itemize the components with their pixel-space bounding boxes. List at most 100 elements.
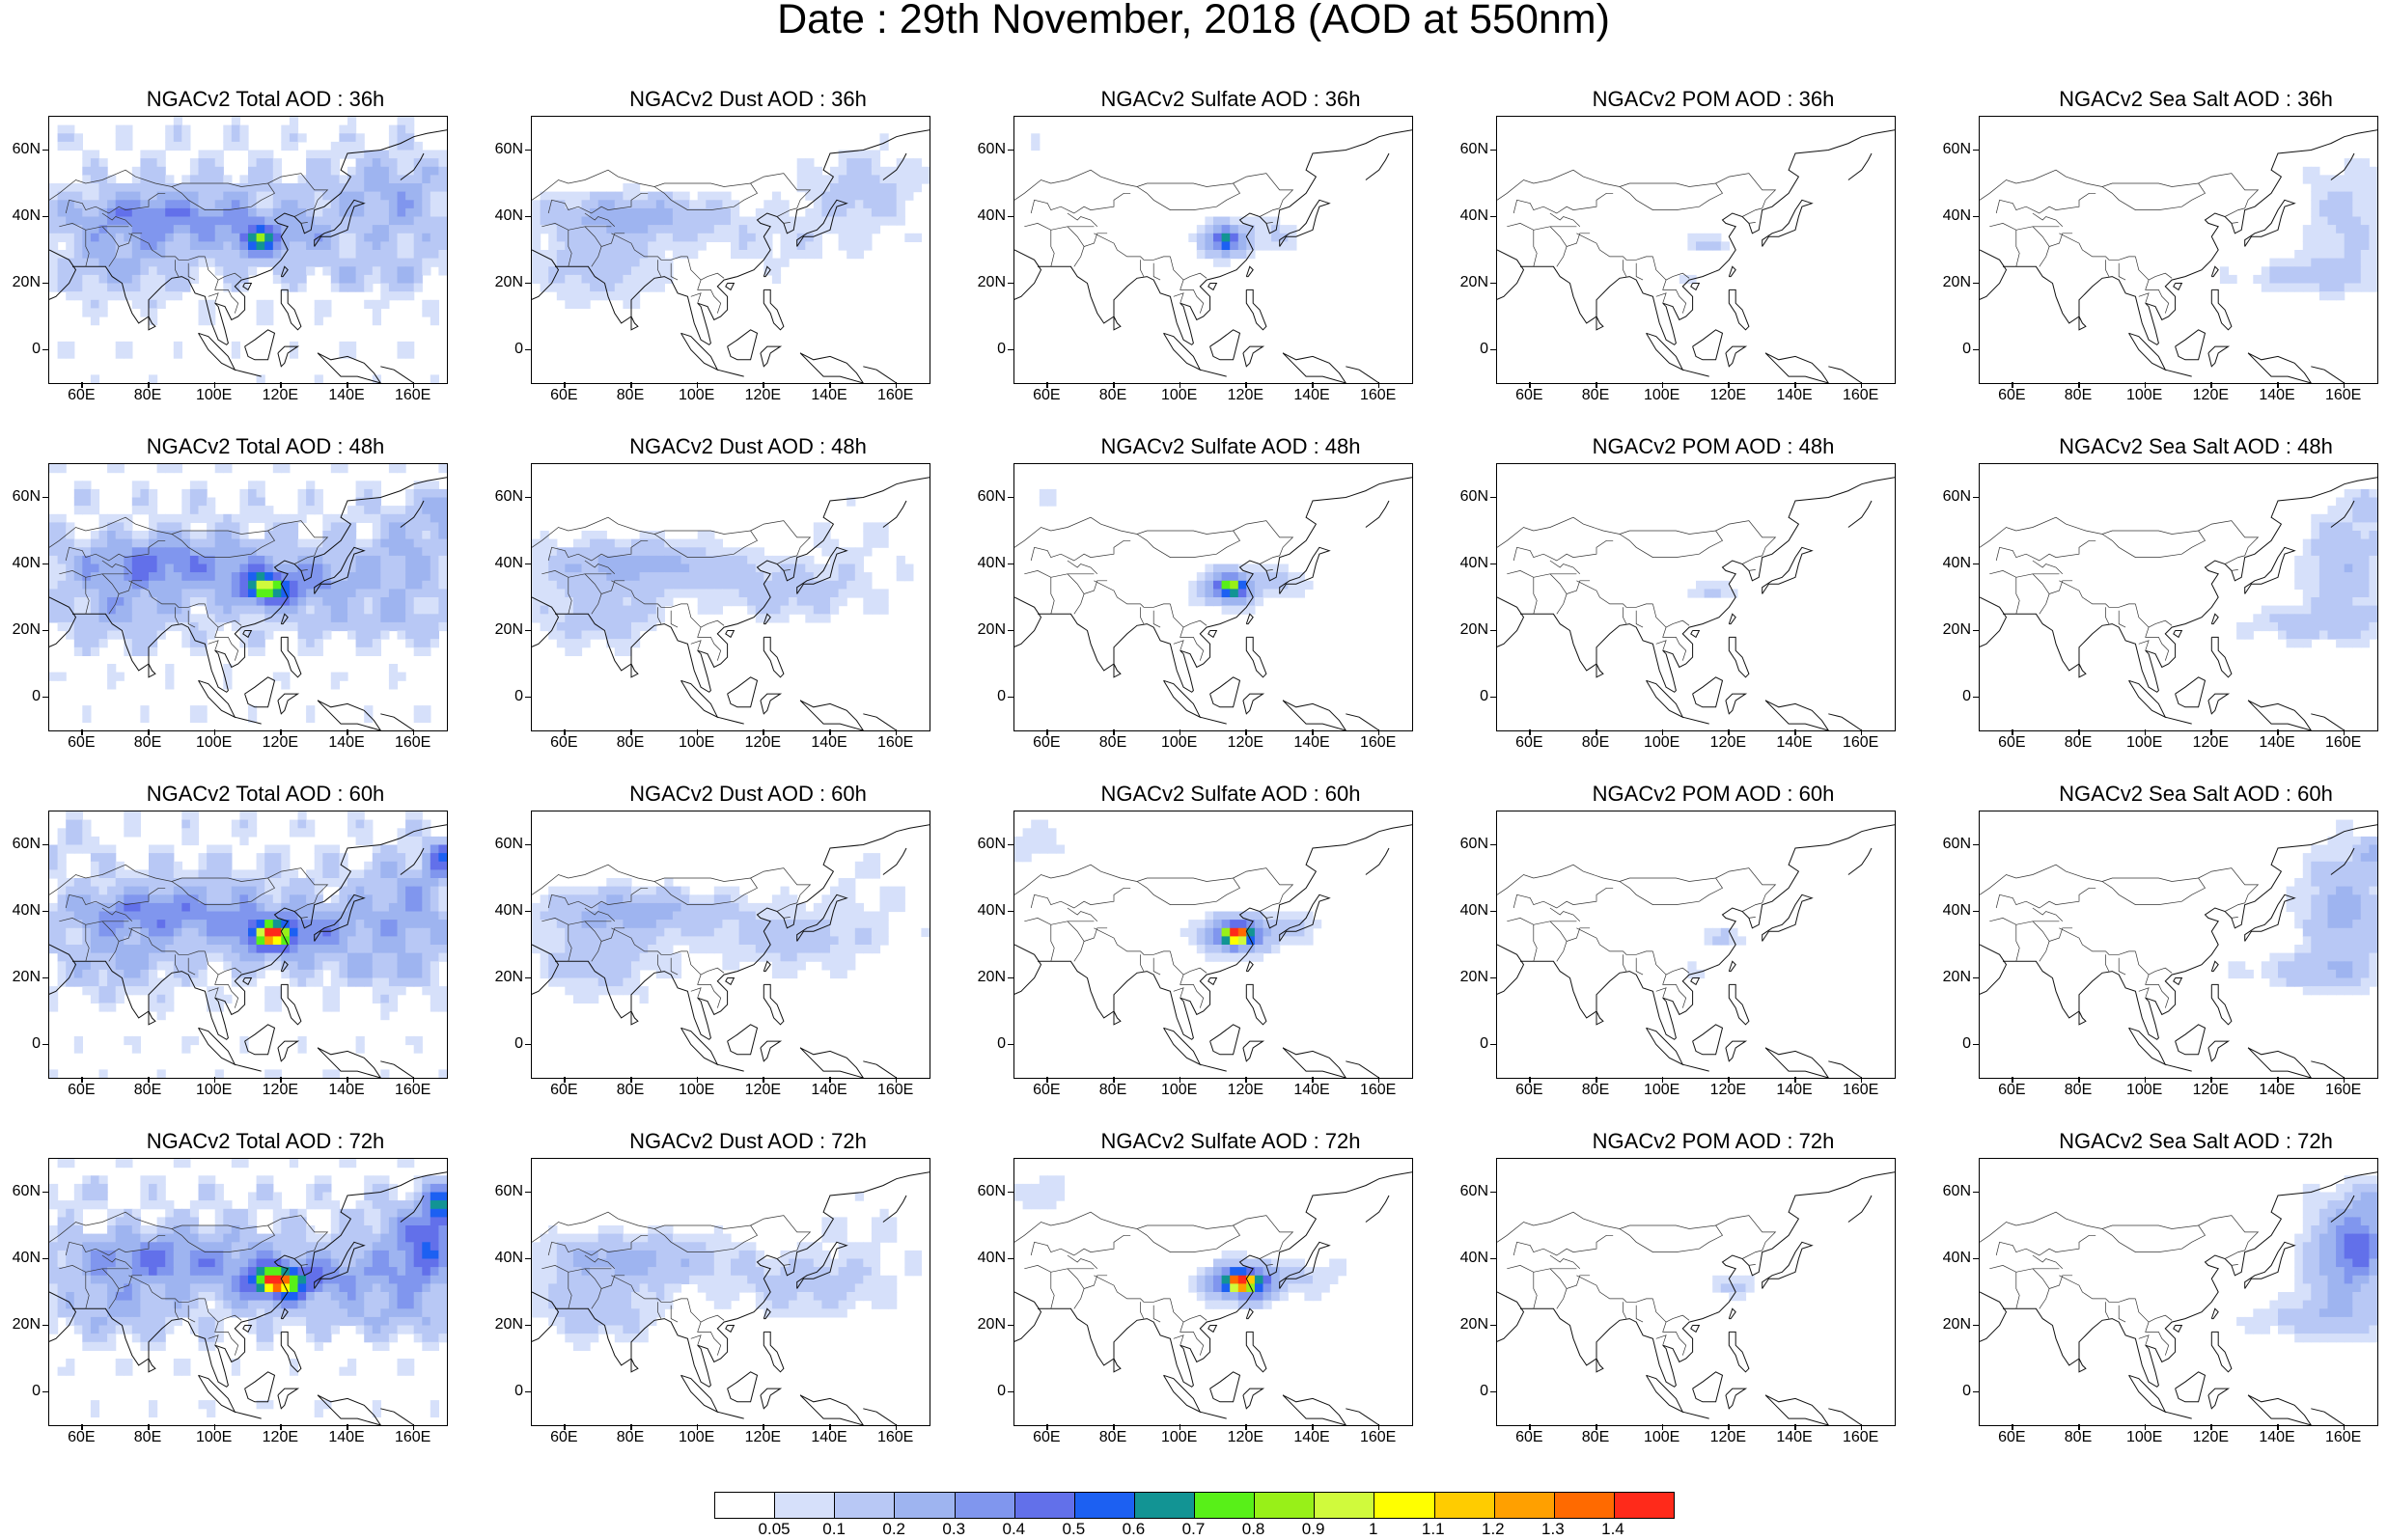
coastline [49, 944, 77, 995]
aod-cell [98, 945, 108, 954]
aod-cell [256, 927, 265, 937]
aod-cell [581, 572, 591, 582]
aod-cell [706, 555, 715, 565]
aod-cell [2327, 589, 2337, 598]
aod-cell [1237, 589, 1247, 598]
aod-cell [430, 531, 439, 540]
aod-cell [2318, 589, 2329, 598]
aod-cell [805, 936, 815, 946]
map-frame [531, 811, 930, 1079]
aod-cell [556, 225, 566, 234]
x-tick-label: 140E [1293, 387, 1330, 403]
aod-cell [838, 902, 847, 913]
aod-cell [330, 977, 340, 987]
aod-cell [73, 894, 83, 904]
aod-cell [124, 621, 133, 632]
y-tick-label: 20N [977, 620, 1006, 638]
coastline [1242, 345, 1265, 368]
aod-cell [380, 547, 390, 557]
aod-cell [422, 878, 431, 888]
aod-cell [755, 902, 764, 913]
aod-cell [322, 902, 332, 913]
aod-cell [239, 141, 249, 151]
aod-cell [264, 580, 274, 590]
aod-cell [689, 902, 699, 913]
aod-cell [98, 961, 108, 971]
aod-cell [57, 861, 67, 870]
panel-title: NGACv2 Total AOD : 36h [146, 87, 385, 111]
x-tick [2144, 382, 2147, 388]
aod-cell [66, 564, 75, 573]
aod-cell [322, 258, 332, 267]
aod-cell [664, 241, 674, 251]
aod-cell [256, 961, 265, 971]
aod-cell [124, 216, 133, 226]
aod-cell [2344, 621, 2353, 632]
aod-cell [57, 621, 67, 632]
aod-cell [771, 952, 782, 962]
aod-cell [322, 878, 332, 888]
aod-cell [264, 564, 274, 573]
aod-cell [655, 555, 665, 565]
aod-cell [821, 216, 831, 226]
aod-cell [330, 614, 340, 623]
aod-cell [231, 547, 240, 557]
aod-cell [107, 977, 117, 987]
aod-cell [281, 597, 291, 607]
aod-cell [189, 927, 200, 937]
aod-cell [606, 258, 616, 267]
aod-cell [1213, 589, 1223, 598]
aod-cell [1205, 597, 1214, 607]
aod-cell [330, 605, 340, 615]
aod-cell [107, 266, 117, 276]
x-tick-label: 120E [744, 734, 782, 751]
aod-cell [731, 241, 740, 251]
x-tick-label: 120E [262, 387, 299, 403]
aod-cell [854, 158, 864, 168]
aod-cell [1288, 225, 1297, 234]
aod-cell [405, 819, 415, 829]
aod-cell [731, 580, 740, 590]
aod-cell [124, 902, 133, 913]
aod-cell [90, 299, 100, 309]
country-border [2135, 603, 2173, 628]
aod-cell [2302, 166, 2312, 176]
aod-cell [314, 488, 323, 499]
aod-cell [1047, 497, 1057, 507]
map-panel-pom-48h: NGACv2 POM AOD : 48h 60N 40N 20N 0 60E 80E 100E… [1448, 434, 1930, 782]
aod-cell [248, 506, 258, 515]
aod-cell [572, 597, 583, 607]
aod-cell [73, 646, 83, 656]
coastline [1980, 596, 2008, 647]
aod-cell [830, 945, 840, 954]
aod-cell [2360, 531, 2370, 540]
coastline [2207, 345, 2231, 368]
aod-cell [388, 605, 399, 615]
aod-cell [165, 207, 175, 218]
aod-cell [57, 547, 67, 557]
y-tick [42, 843, 48, 845]
aod-cell [2294, 274, 2304, 285]
aod-cell [2344, 522, 2353, 532]
aod-cell [115, 605, 125, 615]
y-tick [1008, 696, 1013, 698]
aod-cell [297, 547, 307, 557]
aod-cell [590, 597, 599, 607]
aod-cell [532, 589, 541, 598]
aod-cell [1254, 597, 1264, 607]
aod-cell [1237, 250, 1247, 260]
aod-cell [413, 945, 423, 954]
aod-cell [2344, 191, 2353, 201]
country-border [1989, 223, 2060, 231]
aod-cell [631, 538, 641, 548]
aod-cell [57, 266, 67, 276]
aod-cell [388, 124, 399, 134]
aod-cell [330, 531, 340, 540]
aod-cell [272, 589, 282, 598]
aod-cell [140, 258, 150, 267]
coastline [2175, 676, 2207, 708]
aod-cell [131, 927, 141, 937]
aod-cell [706, 605, 715, 615]
aod-cell [149, 522, 158, 532]
aod-cell [90, 241, 100, 251]
